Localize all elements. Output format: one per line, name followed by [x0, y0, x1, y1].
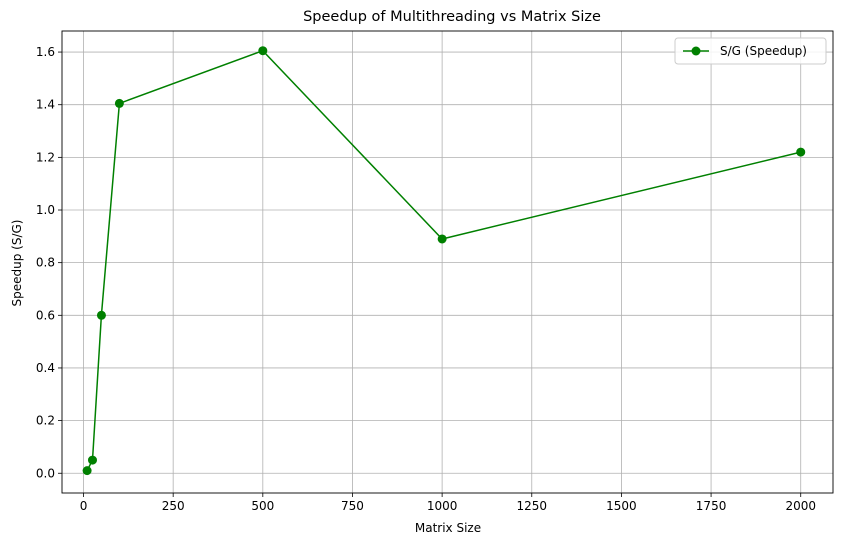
- x-tick-label: 1500: [606, 499, 637, 513]
- x-tick-label: 1250: [516, 499, 547, 513]
- x-tick-label: 1000: [427, 499, 458, 513]
- x-tick-label: 0: [80, 499, 88, 513]
- plot-area-frame: [61, 30, 834, 494]
- y-tick-label: 0.6: [36, 308, 55, 322]
- data-point: [258, 46, 268, 56]
- data-point: [96, 310, 106, 320]
- chart-title: Speedup of Multithreading vs Matrix Size: [303, 9, 601, 25]
- y-tick-label: 0.0: [36, 466, 55, 480]
- x-tick-label: 2000: [785, 499, 816, 513]
- x-axis-label: Matrix Size: [415, 521, 481, 535]
- x-tick-label: 1750: [696, 499, 727, 513]
- data-point: [437, 234, 447, 244]
- x-tick-label: 250: [162, 499, 185, 513]
- y-tick-label: 1.2: [36, 150, 55, 164]
- y-tick-label: 1.6: [36, 45, 55, 59]
- legend-label: S/G (Speedup): [720, 44, 807, 58]
- y-tick-label: 0.4: [36, 361, 55, 375]
- data-point: [114, 98, 124, 108]
- data-point: [82, 466, 92, 476]
- data-point: [87, 455, 97, 465]
- x-tick-label: 750: [341, 499, 364, 513]
- legend-marker: [691, 46, 701, 56]
- y-tick-label: 0.8: [36, 256, 55, 270]
- data-point: [796, 147, 806, 157]
- grid: [62, 31, 833, 493]
- legend-box: [674, 37, 827, 65]
- y-axis-label: Speedup (S/G): [10, 220, 24, 307]
- y-tick-label: 0.2: [36, 414, 55, 428]
- legend: S/G (Speedup): [674, 37, 827, 65]
- series-layer: [82, 46, 806, 476]
- y-tick-label: 1.4: [36, 98, 55, 112]
- y-tick-label: 1.0: [36, 203, 55, 217]
- ticks: 0 250 500 750 1000 1250 1500 1750 2000 0.0 0.2 0.4 0…: [36, 45, 816, 513]
- x-tick-label: 500: [251, 499, 274, 513]
